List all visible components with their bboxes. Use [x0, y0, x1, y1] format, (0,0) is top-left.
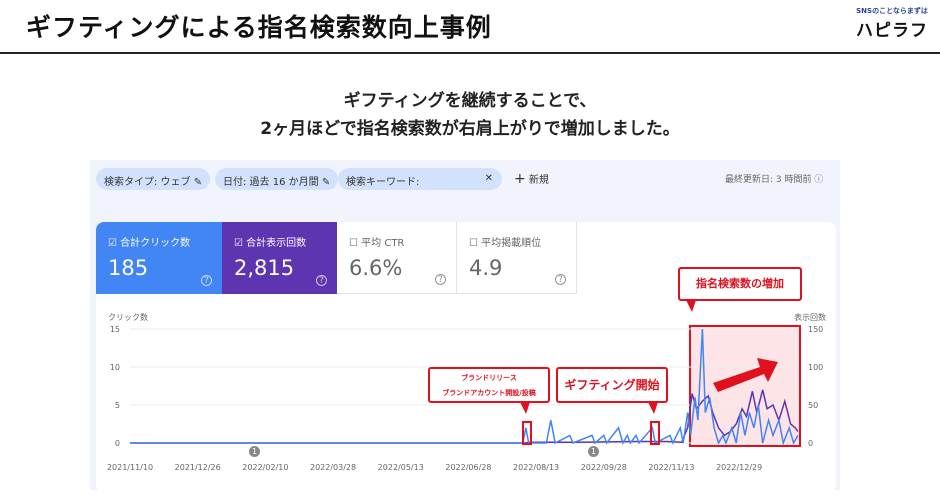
callout-tail — [686, 300, 696, 312]
edit-icon: ✎ — [321, 177, 331, 188]
edit-icon: ✎ — [193, 177, 203, 188]
help-icon: ? — [316, 275, 327, 286]
help-icon: ? — [201, 275, 212, 286]
filter-chip-keyword[interactable]: 検索キーワード: ✕ — [338, 168, 502, 190]
left-axis-label: クリック数 — [108, 313, 148, 322]
filter-chip-date[interactable]: 日付: 過去 16 か月間 ✎ — [215, 168, 339, 190]
x-tick-label: 2022/08/13 — [513, 463, 559, 472]
annotation-marker[interactable]: 1 — [249, 446, 260, 457]
plus-icon: + — [514, 171, 526, 187]
metric-total-clicks[interactable]: ☑ 合計クリック数 185? — [96, 222, 222, 294]
x-tick-label: 2022/02/10 — [242, 463, 288, 472]
x-tick-label: 2022/03/28 — [310, 463, 356, 472]
metric-total-impressions[interactable]: ☑ 合計表示回数 2,815? — [222, 222, 337, 294]
series-line-clicks — [130, 328, 799, 446]
callout-tail — [520, 402, 530, 414]
title-divider — [0, 52, 940, 54]
logo: SNSのことならまずは ハピラフ — [856, 7, 928, 41]
subtitle-line-1: ギフティングを継続することで、 — [343, 91, 597, 111]
last-updated: 最終更新日: 3 時間前 ⓘ — [725, 175, 824, 185]
metric-average-ctr[interactable]: ☐ 平均 CTR 6.6%? — [337, 222, 457, 294]
brand-release-marker-box — [522, 421, 532, 445]
callout-gifting-start: ギフティング開始 — [556, 367, 668, 403]
x-tick-label: 2021/11/10 — [107, 463, 153, 472]
right-tick-label: 100 — [808, 363, 823, 372]
left-tick-label: 15 — [110, 325, 120, 334]
callout-increase: 指名検索数の増加 — [678, 267, 802, 301]
x-tick-label: 2022/12/29 — [716, 463, 762, 472]
x-tick-label: 2022/09/28 — [581, 463, 627, 472]
x-tick-label: 2022/05/13 — [378, 463, 424, 472]
uptrend-arrow-icon — [713, 358, 778, 392]
metric-average-position[interactable]: ☐ 平均掲載順位 4.9? — [457, 222, 577, 294]
increase-highlight-box — [689, 325, 801, 447]
annotation-marker[interactable]: 1 — [588, 446, 599, 457]
help-icon: ⓘ — [814, 175, 824, 185]
gifting-start-marker-box — [650, 421, 660, 445]
page-title: ギフティングによる指名検索数向上事例 — [26, 13, 492, 42]
filter-chip-search-type[interactable]: 検索タイプ: ウェブ ✎ — [96, 168, 211, 190]
help-icon: ? — [555, 274, 566, 285]
subtitle-line-2: 2ヶ月ほどで指名検索数が右肩上がりで増加しました。 — [260, 119, 680, 139]
left-tick-label: 0 — [115, 439, 120, 448]
right-tick-label: 150 — [808, 325, 823, 334]
x-tick-label: 2022/06/28 — [445, 463, 491, 472]
help-icon: ? — [435, 274, 446, 285]
right-axis-label: 表示回数 — [794, 313, 826, 322]
right-tick-label: 0 — [808, 439, 813, 448]
right-tick-label: 50 — [808, 401, 818, 410]
x-tick-label: 2022/11/13 — [648, 463, 694, 472]
callout-tail — [648, 402, 658, 414]
new-filter-button[interactable]: + 新規 — [514, 171, 549, 187]
left-tick-label: 10 — [110, 363, 120, 372]
callout-brand-release: ブランドリリース ブランドアカウント開設/投稿 — [428, 367, 550, 403]
x-tick-label: 2021/12/26 — [175, 463, 221, 472]
close-icon: ✕ — [484, 173, 493, 184]
left-tick-label: 5 — [115, 401, 120, 410]
